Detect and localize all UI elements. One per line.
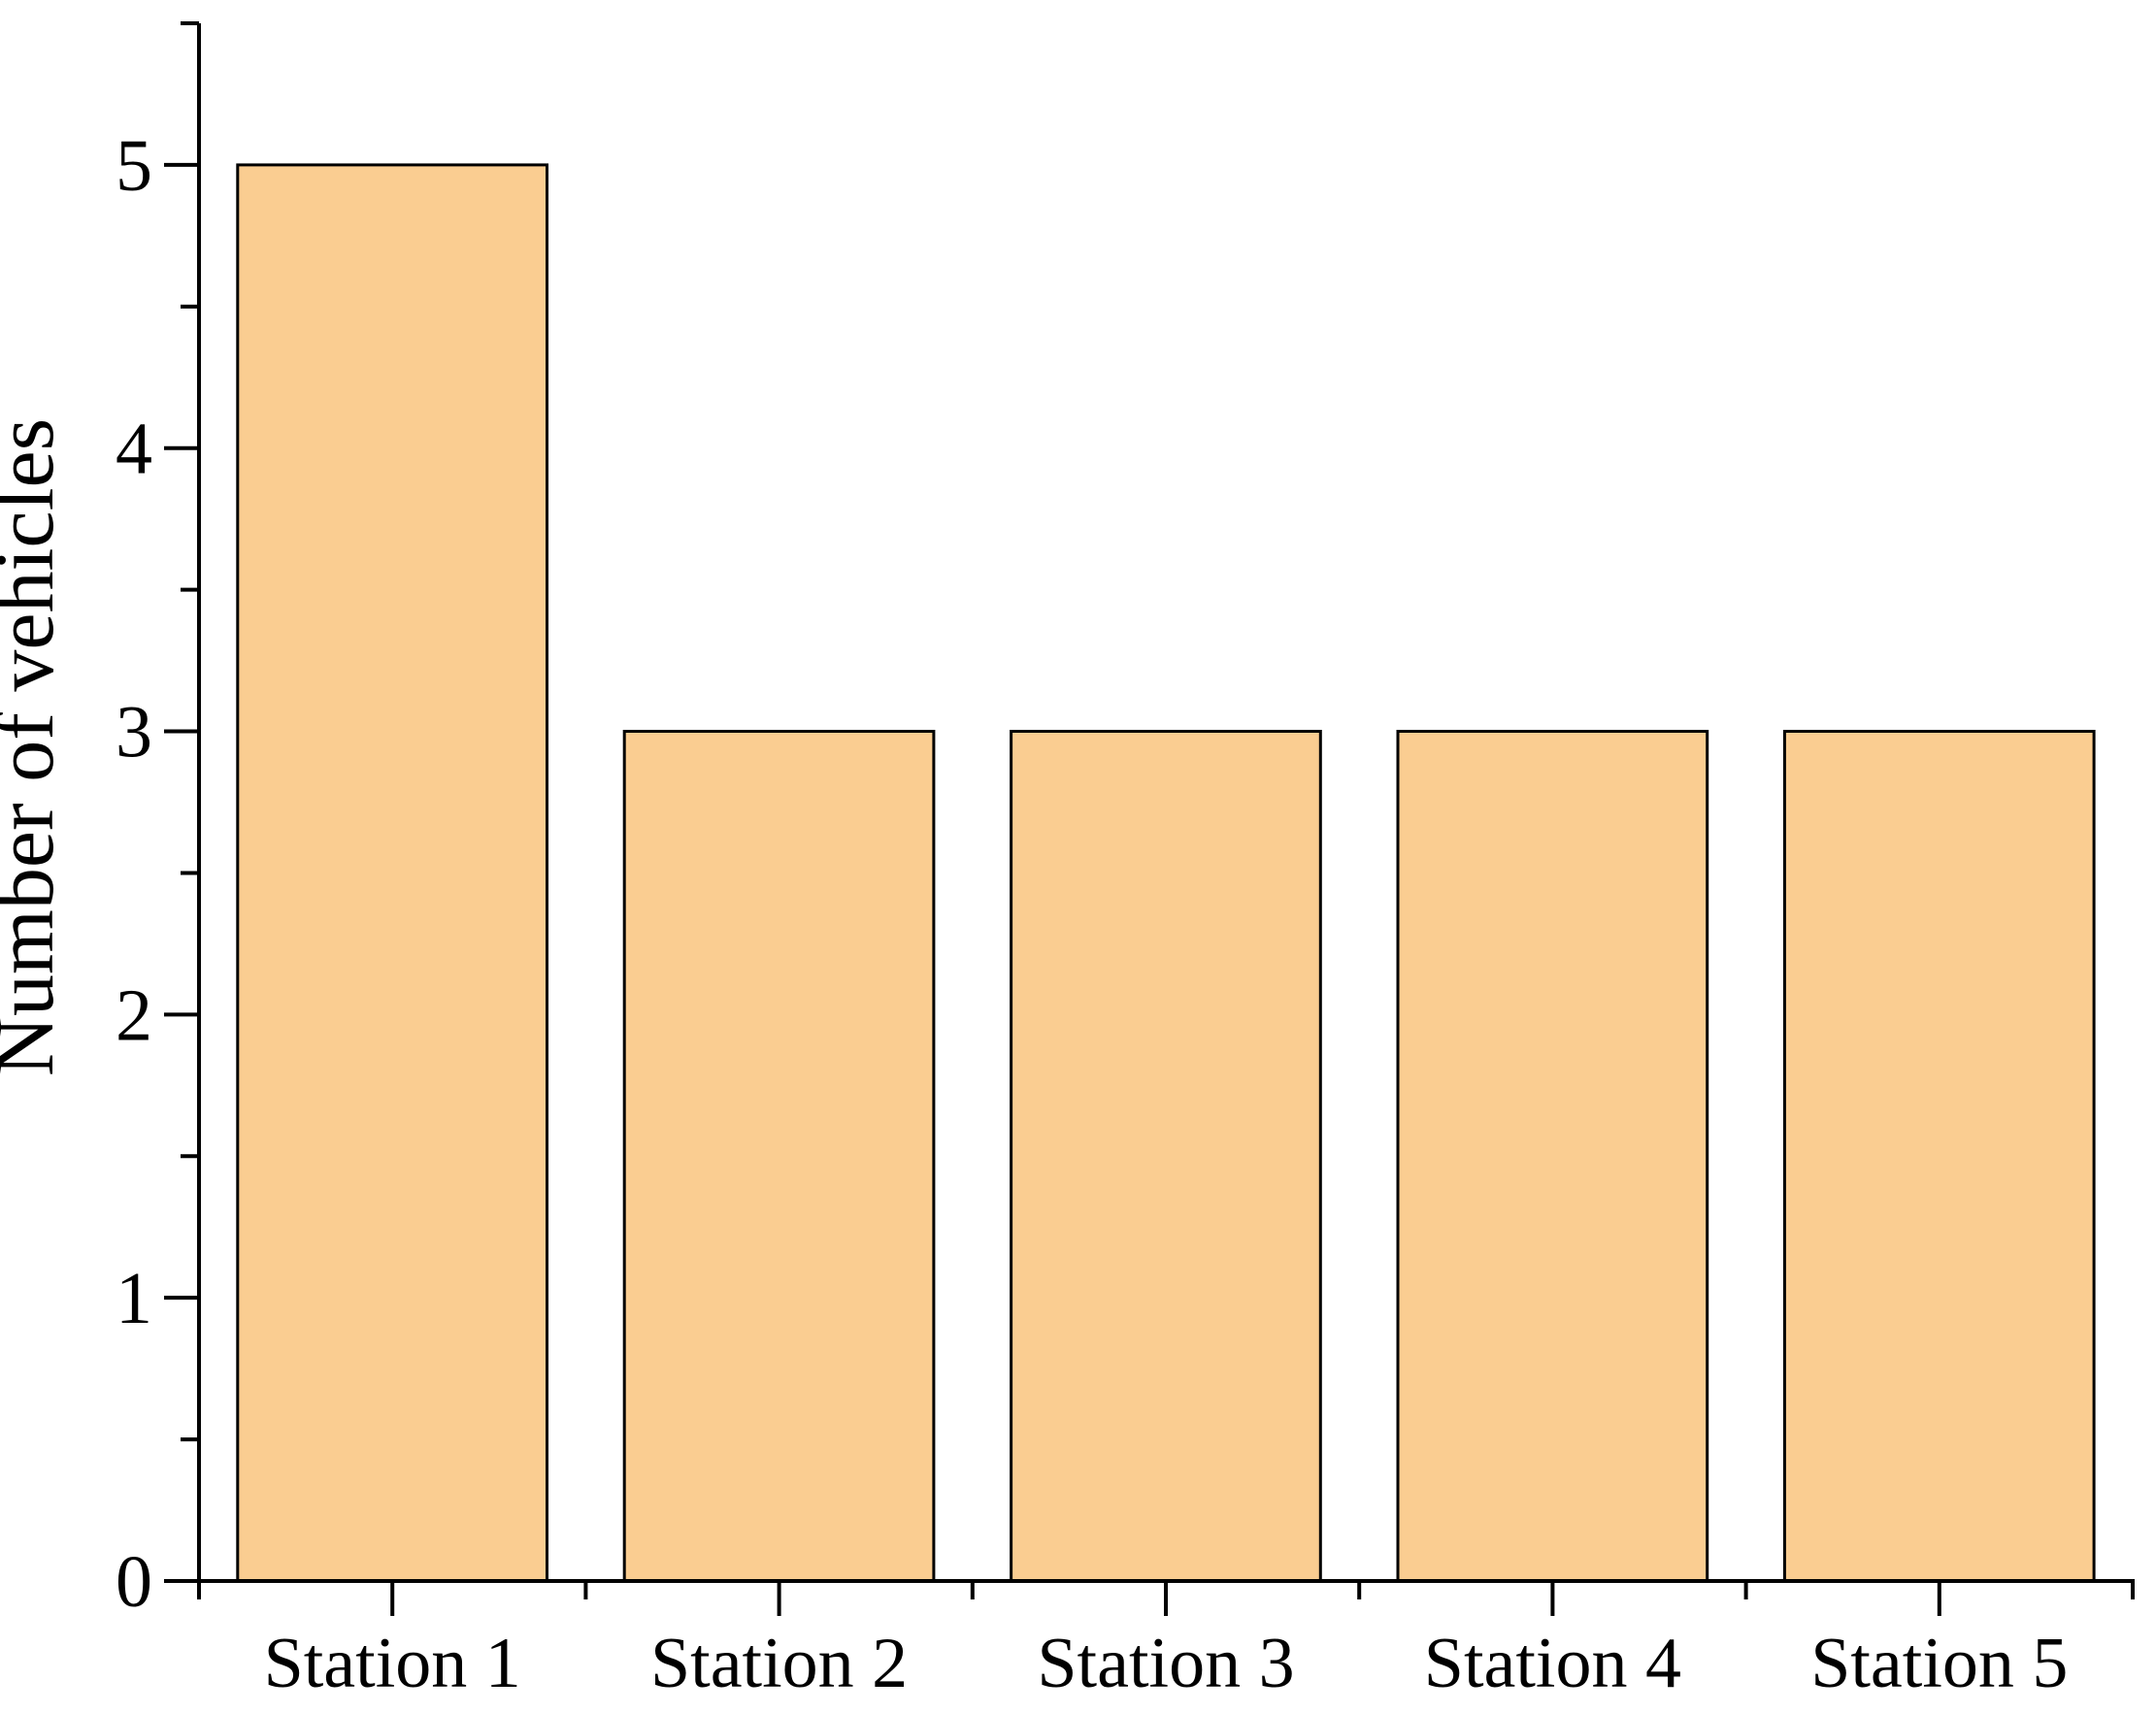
x-category-label-5: Station 5 [1810, 1624, 2068, 1703]
bar-station-4 [1396, 730, 1709, 1583]
y-axis-title: Number of vehicles [0, 418, 71, 1076]
y-tick-label-0: 0 [116, 1541, 152, 1623]
x-category-label-2: Station 2 [650, 1624, 908, 1703]
y-tick-label-4: 4 [116, 409, 152, 490]
y-tick-label-5: 5 [116, 125, 152, 207]
y-tick-label-3: 3 [116, 692, 152, 774]
bar-station-5 [1782, 730, 2096, 1583]
bar-station-1 [236, 163, 549, 1583]
x-category-label-4: Station 4 [1424, 1624, 1681, 1703]
x-category-label-1: Station 1 [264, 1624, 521, 1703]
x-category-label-3: Station 3 [1037, 1624, 1294, 1703]
y-tick-label-2: 2 [116, 974, 152, 1056]
bar-station-2 [622, 730, 936, 1583]
bar-station-3 [1010, 730, 1322, 1583]
y-tick-label-1: 1 [116, 1258, 152, 1339]
